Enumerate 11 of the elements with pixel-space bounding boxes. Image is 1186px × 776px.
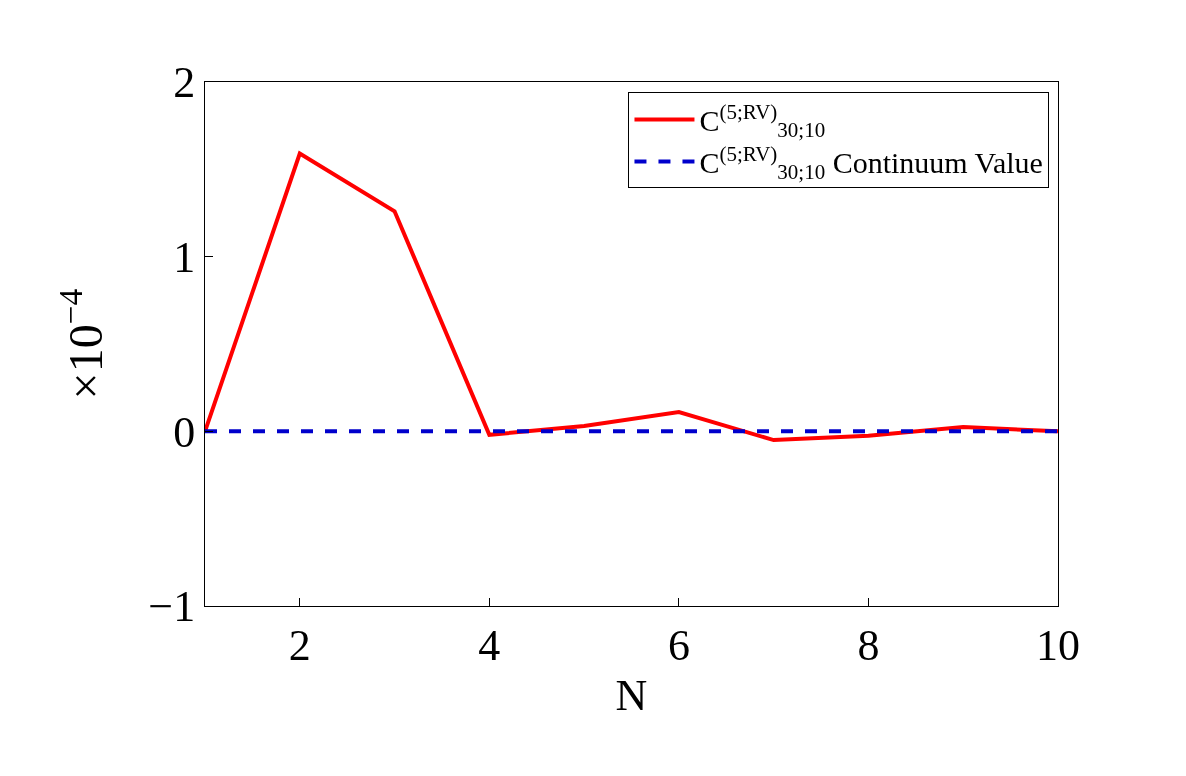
y-tick-label: 2 — [173, 58, 196, 108]
y-tick-label: −1 — [148, 582, 196, 632]
x-tick-label: 10 — [1036, 620, 1080, 670]
x-tick-label: 4 — [478, 620, 501, 670]
x-tick-label: 2 — [288, 620, 311, 670]
x-tick-label: 6 — [667, 620, 690, 670]
legend-label: C$^{(5;RV)}$$_{30;10}$ Continuum Value — [699, 141, 1043, 185]
y-tick-label: 1 — [173, 233, 196, 283]
x-tick-label: 8 — [857, 620, 880, 670]
x-axis-title: N — [615, 671, 648, 721]
y-tick-label: 0 — [173, 407, 196, 457]
